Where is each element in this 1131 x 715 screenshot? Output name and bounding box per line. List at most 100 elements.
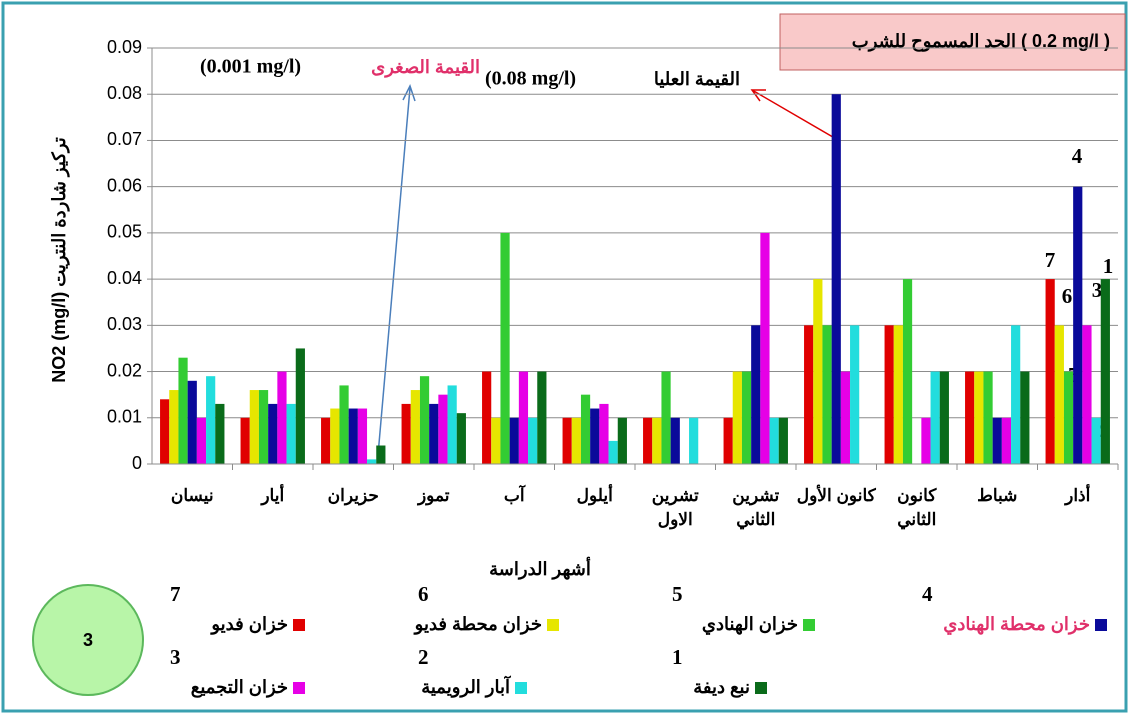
- legend-swatch: [293, 619, 305, 631]
- bar: [482, 371, 492, 464]
- bar: [258, 390, 269, 464]
- bar: [608, 440, 618, 464]
- legend-number: 4: [922, 582, 933, 606]
- y-axis-label: NO2 (mg/l) تركيز شاردة النتريت: [49, 137, 70, 383]
- bar: [286, 403, 296, 464]
- x-tick-label: تموز: [417, 486, 450, 505]
- legend-swatch: [803, 619, 815, 631]
- y-tick-label: 0.09: [107, 37, 142, 57]
- annotation: القيمة العليا: [654, 69, 740, 89]
- bar: [178, 357, 188, 464]
- bar: [491, 417, 501, 464]
- annotation: (0.08 mg/l): [485, 68, 576, 90]
- arrow: [751, 89, 839, 141]
- legend-label: خزان الهنادي: [702, 614, 798, 635]
- bar: [429, 403, 439, 464]
- legend-label: خزان محطة الهنادي: [943, 614, 1090, 635]
- legend-number: 7: [170, 582, 181, 606]
- bar: [500, 232, 510, 464]
- bar: [206, 376, 216, 464]
- bar: [689, 417, 699, 464]
- chart-title: الحد المسموح للشرب ( 0.2 mg/l ): [852, 31, 1110, 52]
- legend-number: 1: [672, 645, 683, 669]
- bar: [652, 417, 662, 464]
- bar: [983, 371, 993, 464]
- bar: [732, 371, 742, 464]
- bar: [215, 403, 225, 464]
- bar: [1011, 325, 1021, 464]
- legend-label: خزان فديو: [209, 614, 288, 635]
- x-tick-label: كانون الأول: [796, 486, 876, 505]
- annotation: (0.001 mg/l): [200, 56, 301, 78]
- bar: [921, 417, 931, 464]
- bar: [410, 390, 420, 464]
- bar: [670, 417, 680, 464]
- x-tick-label: أذار: [1065, 486, 1091, 505]
- y-tick-label: 0.03: [107, 314, 142, 334]
- bar: [537, 371, 547, 464]
- x-tick-label: كانون الثاني: [897, 486, 937, 529]
- legend-number: 2: [418, 645, 429, 669]
- bar: [778, 417, 788, 464]
- bar: [974, 371, 984, 464]
- bar: [751, 325, 761, 464]
- bar: [813, 279, 823, 464]
- bar: [562, 417, 572, 464]
- legend-swatch: [547, 619, 559, 631]
- bar: [1063, 371, 1074, 464]
- bar: [930, 371, 940, 464]
- x-axis-label: أشهر الدراسة: [489, 557, 591, 580]
- x-tick-label: أيلول: [576, 486, 613, 505]
- bar: [723, 417, 733, 464]
- y-tick-label: 0.02: [107, 360, 142, 380]
- bar: [1001, 417, 1012, 464]
- bar: [196, 417, 207, 464]
- bar: [661, 371, 671, 464]
- bar: [339, 385, 349, 464]
- bar: [295, 348, 305, 464]
- legend-swatch: [293, 682, 305, 694]
- bar: [580, 394, 591, 464]
- legend-number: 6: [418, 582, 429, 606]
- bar-number: 6: [1062, 284, 1073, 308]
- y-tick-label: 0.05: [107, 222, 142, 242]
- x-tick-label: تشرين الاول: [651, 486, 699, 529]
- bar: [376, 445, 386, 464]
- bar: [599, 403, 609, 464]
- bar: [769, 417, 779, 464]
- bar: [169, 390, 179, 464]
- bar: [902, 279, 913, 464]
- legend-label: خزان التجميع: [191, 677, 288, 698]
- bar: [760, 232, 770, 464]
- bar: [1100, 279, 1110, 464]
- bar: [822, 325, 832, 464]
- bar-number: 7: [1045, 248, 1056, 272]
- bar: [321, 417, 331, 464]
- bar: [992, 417, 1002, 464]
- bar: [804, 325, 814, 464]
- bar: [893, 325, 903, 464]
- x-tick-label: شباط: [977, 486, 1018, 505]
- bar: [965, 371, 975, 464]
- bar: [643, 417, 653, 464]
- bar: [401, 403, 411, 464]
- y-tick-label: 0.01: [107, 407, 142, 427]
- bar: [617, 417, 627, 464]
- arrow-head: [402, 84, 416, 102]
- legend-label: خزان محطة فديو: [413, 614, 542, 635]
- bar: [1082, 325, 1092, 464]
- bar: [939, 371, 949, 464]
- legend-swatch: [1095, 619, 1107, 631]
- bar-number: 3: [1092, 278, 1103, 302]
- y-tick-label: 0: [132, 453, 142, 473]
- bar-number: 4: [1072, 144, 1083, 168]
- bar: [268, 403, 278, 464]
- limit-box: [779, 13, 1126, 71]
- legend-swatch: [515, 682, 527, 694]
- y-tick-label: 0.08: [107, 83, 142, 103]
- bar: [187, 380, 197, 464]
- y-tick-label: 0.07: [107, 129, 142, 149]
- x-tick-label: أيار: [261, 486, 285, 505]
